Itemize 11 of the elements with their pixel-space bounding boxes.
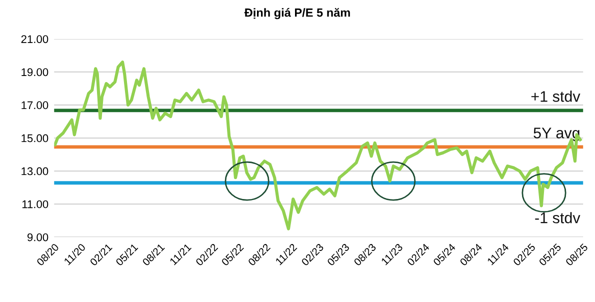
ref-line-label: +1 stdv: [531, 90, 580, 102]
y-tick-label: 11.00: [22, 200, 48, 208]
ref-line-label: -1 stdv: [535, 212, 580, 224]
y-tick-label: 21.00: [21, 35, 48, 44]
y-tick-label: 19.00: [22, 68, 48, 76]
chart-title: Định giá P/E 5 năm: [244, 8, 350, 20]
y-tick-label: 9.00: [27, 233, 48, 242]
line-series: [54, 60, 582, 230]
y-tick-label: 15.00: [22, 134, 48, 142]
y-tick-label: 17.00: [22, 101, 48, 110]
y-tick-label: 13.00: [22, 167, 48, 176]
